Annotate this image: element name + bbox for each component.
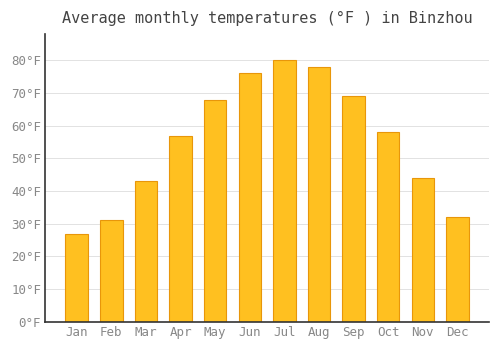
Bar xyxy=(204,100,227,322)
Bar xyxy=(412,178,434,322)
Bar xyxy=(273,60,295,322)
Bar xyxy=(238,74,261,322)
Bar xyxy=(170,135,192,322)
Title: Average monthly temperatures (°F ) in Binzhou: Average monthly temperatures (°F ) in Bi… xyxy=(62,11,472,26)
Bar xyxy=(308,67,330,322)
Bar xyxy=(377,132,400,322)
Bar xyxy=(446,217,468,322)
Bar xyxy=(66,233,88,322)
Bar xyxy=(342,96,365,322)
Bar xyxy=(134,181,157,322)
Bar xyxy=(100,220,122,322)
